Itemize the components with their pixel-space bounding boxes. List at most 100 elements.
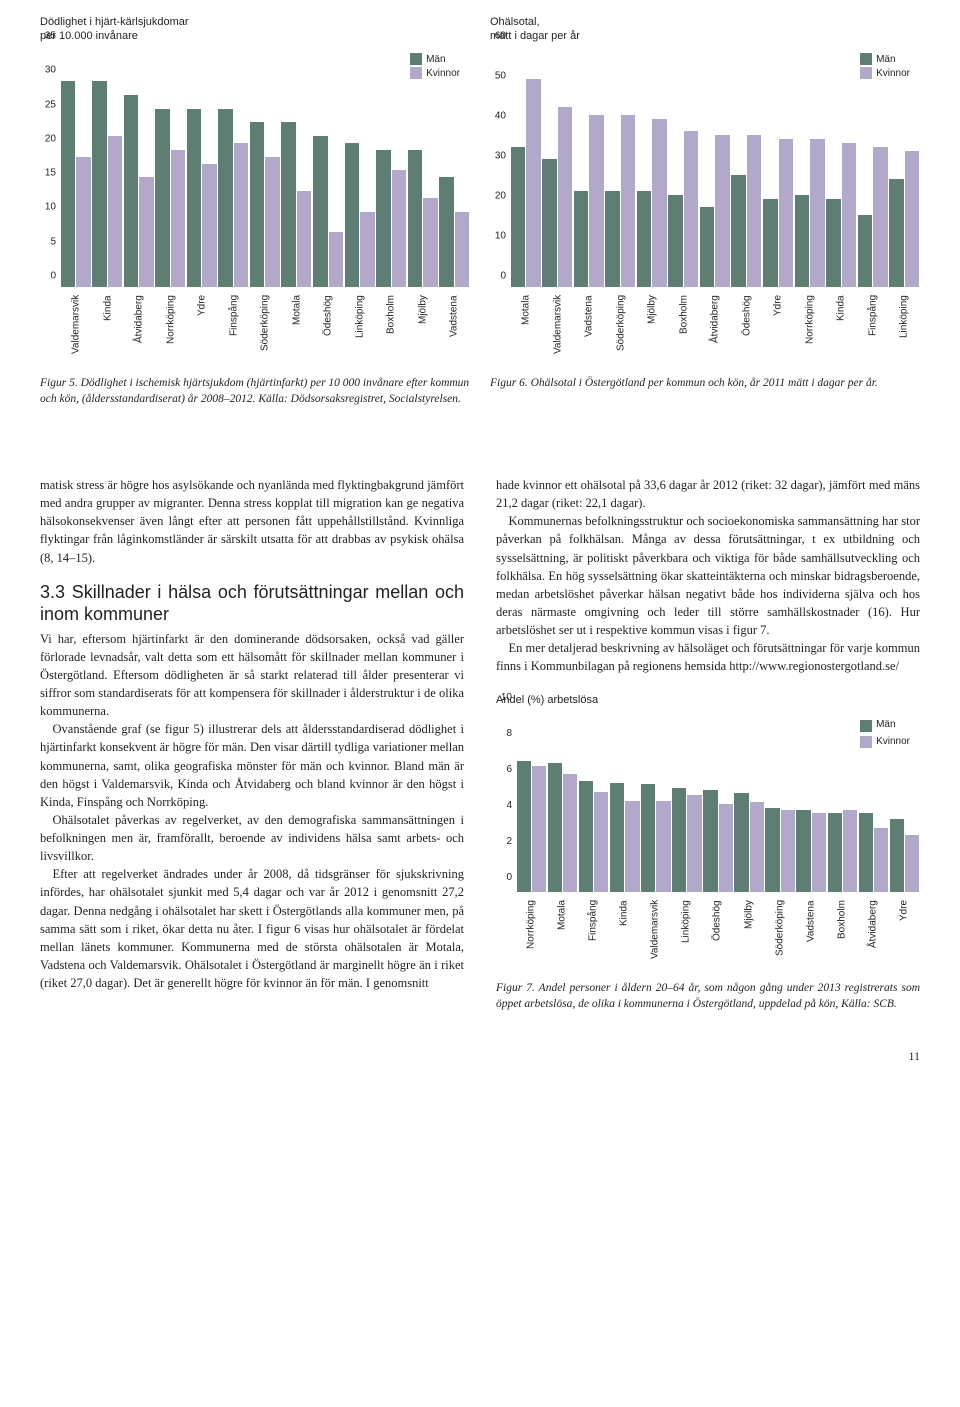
bar-men	[187, 109, 202, 287]
y-tick: 8	[506, 727, 512, 742]
x-label: Ydre	[186, 295, 218, 370]
bar-women	[621, 115, 636, 287]
y-tick: 5	[50, 236, 56, 247]
bar-group	[438, 47, 470, 287]
bar-men	[155, 109, 170, 287]
bar-men	[376, 150, 391, 287]
bar-men	[826, 199, 841, 287]
bar-women	[750, 802, 764, 892]
x-label: Åtvidaberg	[123, 295, 155, 370]
x-label: Vadstena	[796, 900, 827, 975]
x-label: Boxholm	[375, 295, 407, 370]
x-label: Kinda	[825, 295, 857, 370]
bar-group	[407, 47, 439, 287]
bar-women	[297, 191, 312, 287]
x-label: Ödeshög	[731, 295, 763, 370]
fig7-x-labels: NorrköpingMotalaFinspångKindaValdemarsvi…	[516, 900, 920, 975]
bar-group	[123, 47, 155, 287]
y-tick: 30	[495, 151, 506, 162]
bar-men	[890, 819, 904, 893]
bar-men	[579, 781, 593, 893]
bar-group	[640, 712, 671, 892]
bar-women	[874, 828, 888, 893]
page-number: 11	[40, 1049, 920, 1064]
bar-women	[747, 135, 762, 287]
bar-men	[637, 191, 652, 287]
fig6-chart: 0102030405060 Män Kvinnor	[490, 47, 920, 287]
bar-men	[542, 159, 557, 287]
x-label: Mjölby	[734, 900, 765, 975]
figure-6: Ohälsotal, mätt i dagar per år 010203040…	[490, 15, 920, 434]
x-label: Ydre	[889, 900, 920, 975]
bar-women	[684, 131, 699, 287]
fig6-caption: Figur 6. Ohälsotal i Östergötland per ko…	[490, 376, 920, 434]
x-label: Motala	[510, 295, 542, 370]
x-label: Ydre	[762, 295, 794, 370]
left-p4: Ohälsotalet påverkas av regelverket, av …	[40, 811, 464, 865]
x-label: Finspång	[857, 295, 889, 370]
bar-women	[558, 107, 573, 287]
bar-men	[668, 195, 683, 287]
bar-group	[702, 712, 733, 892]
x-label: Norrköping	[794, 295, 826, 370]
left-p5: Efter att regelverket ändrades under år …	[40, 865, 464, 992]
x-label: Söderköping	[605, 295, 637, 370]
bar-group	[605, 47, 637, 287]
bar-group	[827, 712, 858, 892]
bar-group	[699, 47, 731, 287]
bar-men	[345, 143, 360, 287]
right-p2: Kommunernas befolkningsstruktur och soci…	[496, 512, 920, 639]
bar-women	[687, 795, 701, 892]
left-column: matisk stress är högre hos asylsökande o…	[40, 476, 464, 1039]
bar-group	[857, 47, 889, 287]
fig7-bars	[516, 712, 920, 892]
bar-women	[625, 801, 639, 893]
fig6-title-line2: mätt i dagar per år	[490, 29, 920, 43]
left-p2: Vi har, eftersom hjärtinfarkt är den dom…	[40, 630, 464, 721]
right-column: hade kvinnor ett ohälsotal på 33,6 dagar…	[496, 476, 920, 1039]
bar-group	[765, 712, 796, 892]
fig7-chart: 0246810 Män Kvinnor	[496, 712, 920, 892]
bar-men	[574, 191, 589, 287]
y-tick: 25	[45, 99, 56, 110]
bar-men	[765, 808, 779, 893]
bar-men	[218, 109, 233, 287]
y-tick: 0	[50, 271, 56, 282]
page: Dödlighet i hjärt-kärlsjukdomar per 10.0…	[40, 15, 920, 1064]
bar-group	[218, 47, 250, 287]
y-tick: 0	[506, 871, 512, 886]
y-tick: 0	[500, 271, 506, 282]
bar-women	[589, 115, 604, 287]
bar-women	[563, 774, 577, 893]
bar-group	[516, 712, 547, 892]
bar-men	[859, 813, 873, 892]
bar-men	[517, 761, 531, 892]
bar-women	[423, 198, 438, 287]
x-label: Kinda	[92, 295, 124, 370]
bar-group	[573, 47, 605, 287]
x-label: Vadstena	[438, 295, 470, 370]
bar-men	[731, 175, 746, 287]
bar-group	[889, 712, 920, 892]
bar-women	[843, 810, 857, 893]
bar-women	[455, 212, 470, 287]
bar-women	[715, 135, 730, 287]
bar-group	[375, 47, 407, 287]
fig6-bars	[510, 47, 920, 287]
bar-men	[889, 179, 904, 287]
bar-women	[265, 157, 280, 287]
fig6-y-axis: 0102030405060	[490, 47, 508, 287]
bar-men	[672, 788, 686, 892]
bar-men	[439, 177, 454, 287]
x-label: Linköping	[888, 295, 920, 370]
x-label: Vadstena	[573, 295, 605, 370]
fig6-title: Ohälsotal, mätt i dagar per år	[490, 15, 920, 45]
bar-men	[124, 95, 139, 287]
bar-men	[605, 191, 620, 287]
bar-women	[202, 164, 217, 287]
bar-men	[828, 813, 842, 892]
bar-group	[796, 712, 827, 892]
x-label: Finspång	[218, 295, 250, 370]
bar-women	[842, 143, 857, 287]
bar-group	[731, 47, 763, 287]
